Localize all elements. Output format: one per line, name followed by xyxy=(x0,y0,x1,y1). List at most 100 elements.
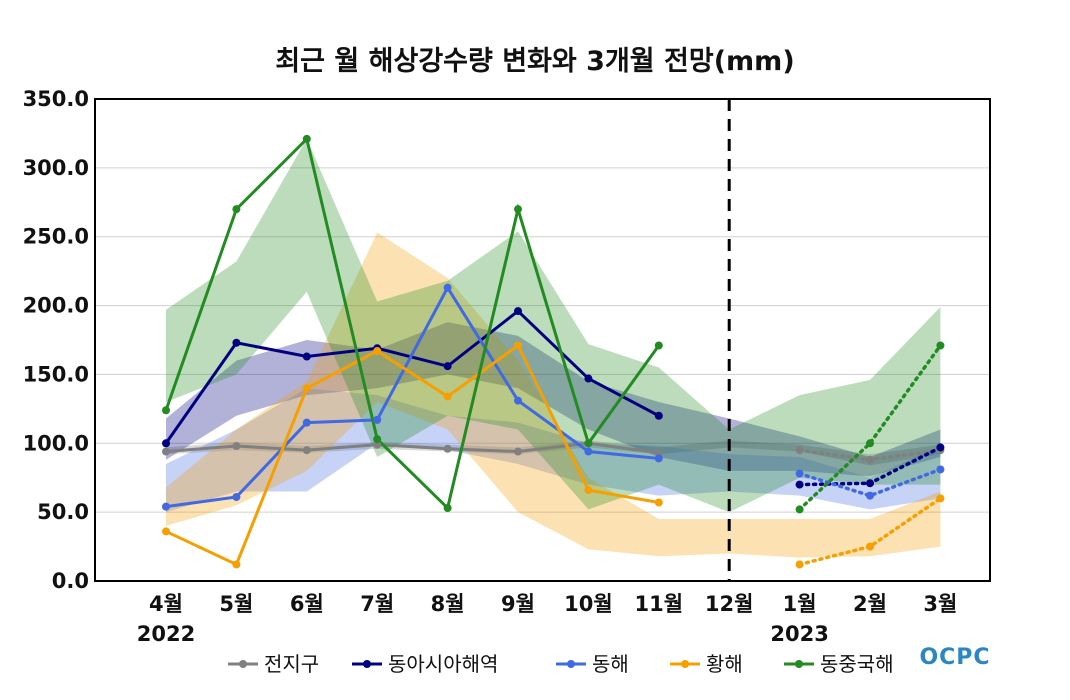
x-tick-label: 4월 xyxy=(149,592,183,616)
x-tick-label: 9월 xyxy=(501,592,535,616)
data-point xyxy=(443,444,452,453)
data-point xyxy=(302,418,311,427)
data-point xyxy=(936,465,945,474)
data-point xyxy=(443,504,452,513)
plot-frame xyxy=(94,98,991,582)
data-point xyxy=(514,341,522,350)
data-point xyxy=(866,542,874,551)
data-point xyxy=(302,134,311,143)
data-point xyxy=(584,439,593,448)
legend-label: 동중국해 xyxy=(820,652,894,676)
data-point xyxy=(302,352,311,361)
data-point xyxy=(654,454,663,463)
legend-marker xyxy=(363,660,371,668)
series-points xyxy=(162,134,945,569)
x-tick-label: 7월 xyxy=(360,592,394,616)
data-point xyxy=(795,469,804,478)
data-point xyxy=(584,374,593,383)
x-tick-label: 3월 xyxy=(923,592,957,616)
legend-marker xyxy=(681,660,689,668)
x-tick-label: 6월 xyxy=(290,592,324,616)
legend: 전지구 동아시아해역 동해 황해 동중국해 xyxy=(228,652,894,676)
ocpc-logo: OCPC xyxy=(919,645,990,670)
chart-title: 최근 월 해상강수량 변화와 3개월 전망(mm) xyxy=(275,46,794,77)
legend-label: 황해 xyxy=(706,652,743,676)
data-point xyxy=(232,560,241,569)
data-point xyxy=(162,447,170,456)
data-point xyxy=(443,283,452,292)
data-point xyxy=(232,492,241,501)
data-point xyxy=(514,307,522,316)
data-point xyxy=(373,415,382,424)
data-point xyxy=(514,396,522,405)
data-point xyxy=(162,439,170,448)
data-point xyxy=(654,411,663,420)
bands xyxy=(166,138,941,558)
line-forecast xyxy=(797,467,943,498)
data-point xyxy=(936,341,945,350)
data-point xyxy=(795,560,804,569)
year-label: 2023 xyxy=(770,622,828,646)
x-tick-label: 8월 xyxy=(431,592,465,616)
x-tick-label: 10월 xyxy=(564,592,613,616)
x-tick-label: 11월 xyxy=(635,592,684,616)
y-tick-label: 100.0 xyxy=(23,431,89,455)
y-tick-label: 250.0 xyxy=(23,225,89,249)
x-tick-label: 12월 xyxy=(705,592,754,616)
year-label: 2022 xyxy=(137,622,195,646)
data-point xyxy=(514,447,522,456)
y-axis: 0.0 50.0 100.0 150.0 200.0 250.0 300.0 350.0 xyxy=(23,87,89,593)
data-point xyxy=(936,494,945,503)
legend-label: 동아시아해역 xyxy=(388,652,498,676)
x-tick-label: 2월 xyxy=(853,592,887,616)
legend-marker xyxy=(239,660,247,668)
data-point xyxy=(443,362,452,371)
data-point xyxy=(936,443,945,452)
data-point xyxy=(795,480,804,489)
data-point xyxy=(373,440,382,449)
data-point xyxy=(232,205,241,214)
data-point xyxy=(866,479,874,488)
data-point xyxy=(443,392,452,401)
legend-marker xyxy=(795,660,803,668)
data-point xyxy=(795,446,804,455)
legend-marker xyxy=(567,660,575,668)
band-황해 xyxy=(166,232,941,558)
legend-label: 전지구 xyxy=(264,652,319,676)
legend-label: 동해 xyxy=(592,652,629,676)
x-axis: 4월 5월 6월 7월 8월 9월 10월 11월 12월 1월 2월 3월 2022 2023 xyxy=(137,592,958,646)
data-point xyxy=(584,447,593,456)
x-tick-label: 1월 xyxy=(783,592,817,616)
data-point xyxy=(162,406,170,415)
data-point xyxy=(795,505,804,514)
data-point xyxy=(162,502,170,511)
data-point xyxy=(654,448,663,457)
y-tick-label: 350.0 xyxy=(23,87,89,111)
data-point xyxy=(866,439,874,448)
y-tick-label: 300.0 xyxy=(23,156,89,180)
data-point xyxy=(866,455,874,464)
x-tick-label: 5월 xyxy=(219,592,253,616)
line-observed xyxy=(164,135,661,511)
data-point xyxy=(162,527,170,536)
line-observed xyxy=(165,343,660,567)
y-tick-label: 50.0 xyxy=(37,500,89,524)
data-point xyxy=(373,435,382,444)
y-tick-label: 200.0 xyxy=(23,294,89,318)
data-point xyxy=(232,338,241,347)
data-point xyxy=(654,341,663,350)
line-observed xyxy=(164,309,660,445)
data-point xyxy=(866,491,874,500)
y-tick-label: 0.0 xyxy=(52,569,89,593)
data-point xyxy=(514,205,522,214)
data-point xyxy=(232,442,241,451)
data-point xyxy=(373,347,382,356)
data-point xyxy=(302,446,311,455)
line-observed xyxy=(165,284,659,509)
y-tick-label: 150.0 xyxy=(23,362,89,386)
data-point xyxy=(302,384,311,393)
data-point xyxy=(654,498,663,507)
data-point xyxy=(584,486,593,495)
grid xyxy=(95,98,990,582)
